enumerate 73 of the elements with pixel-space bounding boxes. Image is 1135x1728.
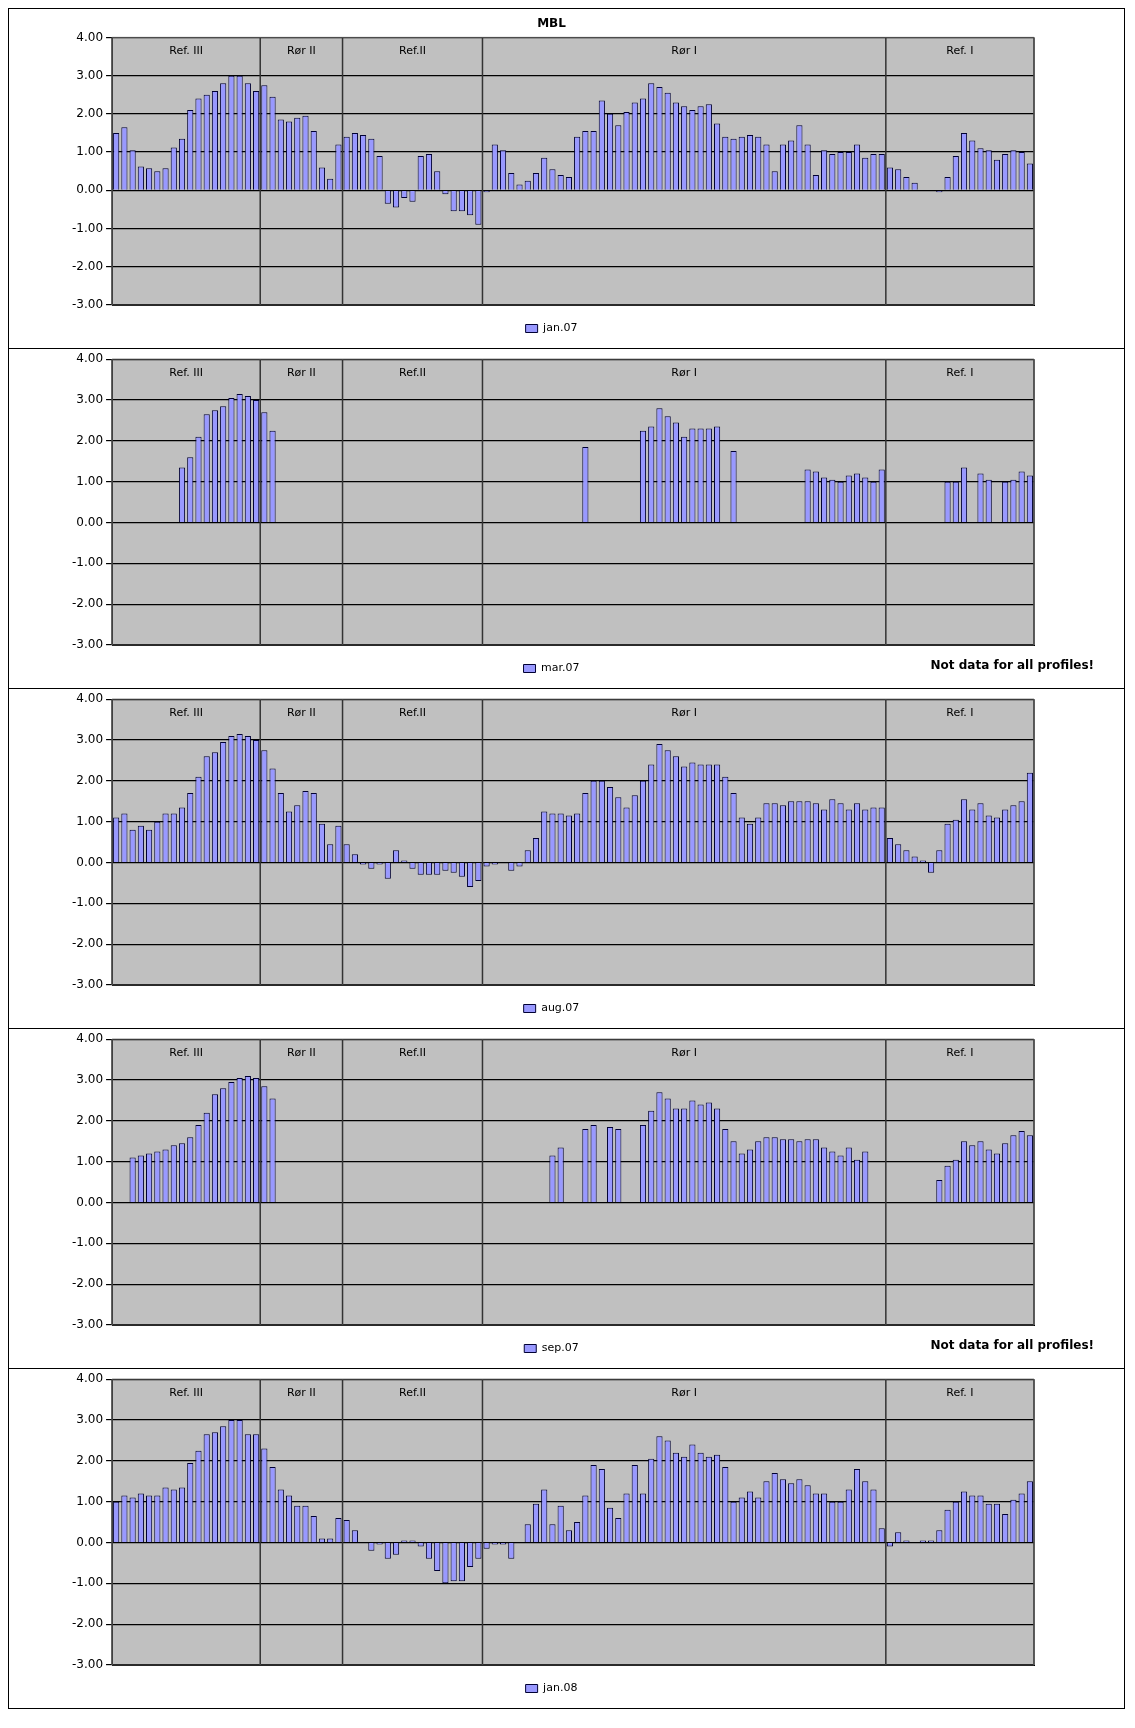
y-tick-label: -2.00 (71, 936, 104, 951)
y-tick-label: -3.00 (71, 1317, 104, 1332)
y-tick-label: 1.00 (76, 144, 104, 159)
legend-label: aug.07 (541, 1001, 580, 1015)
y-tick-label: 0.00 (76, 1534, 104, 1549)
y-tick-label: 1.00 (76, 1153, 104, 1168)
annotation: Ref. I (946, 1386, 974, 1400)
y-tick-label: -2.00 (71, 258, 104, 273)
annotation: Ref.II (399, 1386, 426, 1400)
annotation: Rør II (286, 366, 316, 380)
y-tick-label: 4.00 (76, 351, 104, 366)
annotation: Ref. III (169, 706, 203, 720)
y-tick-label: -3.00 (71, 1657, 104, 1672)
y-tick-label: 4.00 (76, 1371, 104, 1386)
annotation: Ref. III (169, 1386, 203, 1400)
annotation: Ref. I (946, 706, 974, 720)
chart-title: MBL (537, 16, 567, 31)
legend-label: jan.08 (542, 1681, 578, 1695)
annotation: Rør II (286, 44, 316, 58)
annotation: Ref. I (946, 1046, 974, 1060)
y-tick-label: 3.00 (76, 67, 104, 82)
y-tick-label: 1.00 (76, 1493, 104, 1508)
y-tick-label: 2.00 (76, 432, 104, 447)
y-tick-label: -1.00 (71, 555, 104, 570)
y-tick-label: 4.00 (76, 29, 104, 44)
annotation: Ref. III (169, 1046, 203, 1060)
legend-label: sep.07 (541, 1341, 579, 1355)
y-tick-label: 3.00 (76, 732, 104, 747)
text: Not data for all profiles! (930, 1338, 1094, 1353)
y-tick-label: 2.00 (76, 1112, 104, 1127)
y-tick-label: 2.00 (76, 772, 104, 787)
y-tick-label: 1.00 (76, 473, 104, 488)
y-tick-label: 3.00 (76, 1412, 104, 1427)
annotation: Rør I (671, 1046, 697, 1060)
y-tick-label: -3.00 (71, 637, 104, 652)
annotation: Rør I (671, 1386, 697, 1400)
text: Not data for all profiles! (930, 658, 1094, 673)
y-tick-label: -3.00 (71, 297, 104, 312)
y-tick-label: -2.00 (71, 1276, 104, 1291)
y-tick-label: 4.00 (76, 691, 104, 706)
y-tick-label: 4.00 (76, 1031, 104, 1046)
annotation: Ref.II (399, 1046, 426, 1060)
y-tick-label: -2.00 (71, 1616, 104, 1631)
y-tick-label: 3.00 (76, 1072, 104, 1087)
legend-label: jan.07 (542, 321, 578, 335)
y-tick-label: -3.00 (71, 977, 104, 992)
annotation: Rør I (671, 366, 697, 380)
y-tick-label: 3.00 (76, 392, 104, 407)
annotation: Ref. I (946, 44, 974, 58)
annotation: Ref.II (399, 44, 426, 58)
legend-label: mar.07 (541, 661, 580, 675)
y-tick-label: -1.00 (71, 220, 104, 235)
y-tick-label: -2.00 (71, 596, 104, 611)
y-tick-label: -1.00 (71, 895, 104, 910)
annotation: Rør II (286, 706, 316, 720)
y-tick-label: 1.00 (76, 813, 104, 828)
y-tick-label: 0.00 (76, 514, 104, 529)
annotation: Ref.II (399, 366, 426, 380)
annotation: Ref.II (399, 706, 426, 720)
annotation: Rør I (671, 706, 697, 720)
annotation: Ref. III (169, 366, 203, 380)
y-tick-label: -1.00 (71, 1575, 104, 1590)
y-tick-label: 0.00 (76, 1194, 104, 1209)
y-tick-label: -1.00 (71, 1235, 104, 1250)
y-tick-label: 0.00 (76, 854, 104, 869)
annotation: Rør II (286, 1046, 316, 1060)
annotation: Ref. I (946, 366, 974, 380)
y-tick-label: 2.00 (76, 1452, 104, 1467)
annotation: Rør II (286, 1386, 316, 1400)
y-tick-label: 0.00 (76, 182, 104, 197)
y-tick-label: 2.00 (76, 105, 104, 120)
annotation: Ref. III (169, 44, 203, 58)
annotation: Rør I (671, 44, 697, 58)
